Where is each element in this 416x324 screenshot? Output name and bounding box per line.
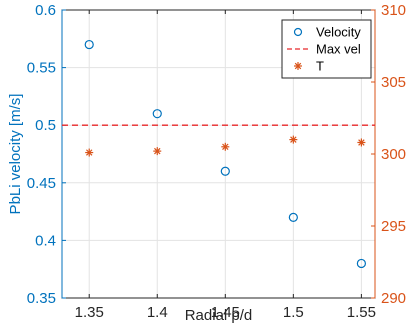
y-axis-left-label: PbLi velocity [m/s]	[7, 94, 24, 215]
velocity-point	[152, 109, 162, 119]
x-tick-label: 1.55	[347, 304, 376, 321]
x-axis-label: Radial p/d	[185, 307, 253, 324]
y-right-tick-label: 300	[381, 146, 406, 163]
y-left-tick-label: 0.6	[35, 2, 56, 19]
x-tick-label: 1.35	[75, 304, 104, 321]
y-right-tick-label: 305	[381, 74, 406, 91]
y-right-tick-label: 295	[381, 218, 406, 235]
temperature-point	[289, 135, 298, 144]
y-left-tick-label: 0.55	[27, 60, 56, 77]
temperature-point	[153, 147, 162, 156]
velocity-point	[220, 166, 230, 176]
legend-entry-label: T	[316, 59, 324, 74]
y-right-tick-label: 310	[381, 2, 406, 19]
velocity-point	[356, 258, 366, 269]
legend-velocity-swatch	[293, 27, 303, 37]
x-tick-label: 1.4	[147, 304, 168, 321]
velocity-point	[84, 39, 94, 50]
legend-entry-label: Max vel	[316, 42, 361, 57]
y-left-tick-label: 0.5	[35, 117, 56, 134]
y-left-tick-label: 0.35	[27, 290, 56, 307]
y-right-tick-label: 290	[381, 290, 406, 307]
legend: Velocity Max vel T	[281, 19, 372, 79]
temperature-point	[221, 142, 230, 151]
legend-entry-label: Velocity	[316, 25, 361, 40]
legend-t-swatch	[294, 62, 302, 70]
axis-ticks: 1.35 1.4 1.45 1.5 1.55 0.35 0.4 0.45 0.5 0.55 0.6 2…	[27, 2, 406, 321]
x-tick-label: 1.5	[283, 304, 304, 321]
x-tick-label: 1.45	[211, 304, 240, 321]
y-left-tick-label: 0.45	[27, 175, 56, 192]
series	[62, 39, 375, 269]
temperature-point	[357, 138, 366, 147]
y-left-tick-label: 0.4	[35, 232, 56, 249]
velocity-point	[288, 212, 298, 222]
temperature-point	[85, 148, 94, 157]
